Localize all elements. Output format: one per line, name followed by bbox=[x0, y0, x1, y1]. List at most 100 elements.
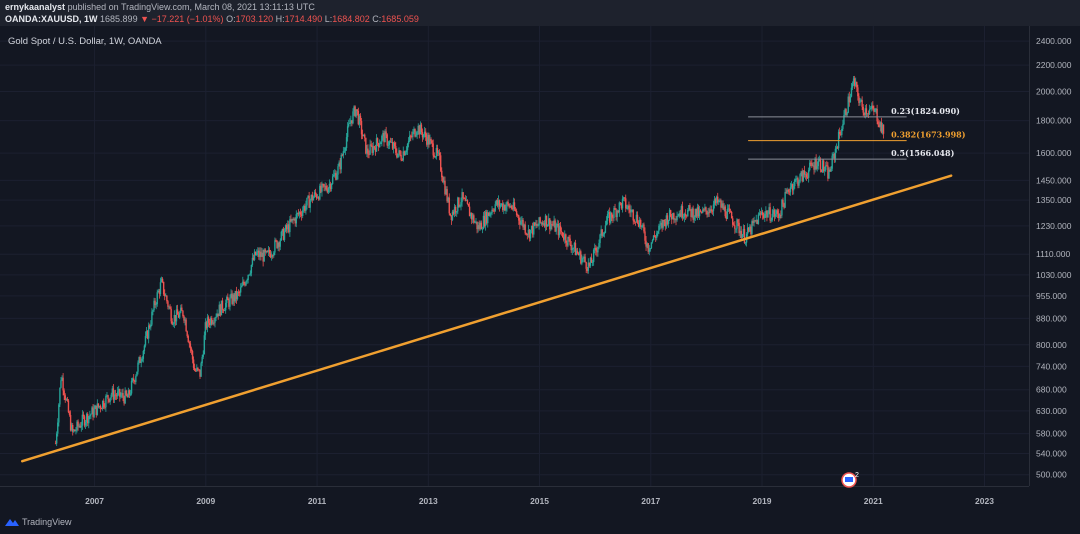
candle-body bbox=[139, 357, 141, 363]
candle-body bbox=[92, 407, 94, 417]
candle-body bbox=[231, 293, 233, 304]
candle-body bbox=[206, 317, 209, 328]
candle-body bbox=[437, 152, 440, 154]
candle-body bbox=[371, 145, 373, 153]
candle-body bbox=[882, 124, 885, 134]
candle-body bbox=[446, 189, 448, 202]
candle-body bbox=[172, 323, 174, 325]
candle-body bbox=[432, 143, 434, 156]
candle-body bbox=[743, 228, 746, 243]
candle-body bbox=[645, 240, 647, 247]
tradingview-logo-icon[interactable] bbox=[5, 517, 19, 527]
candle-body bbox=[335, 173, 337, 180]
event-badge[interactable]: 2 bbox=[841, 472, 859, 488]
candle-body bbox=[843, 114, 845, 125]
price-tick-label: 580.000 bbox=[1036, 429, 1067, 439]
candle-body bbox=[642, 224, 644, 226]
candle-body bbox=[636, 214, 639, 224]
candle-body bbox=[78, 425, 80, 427]
candle-body bbox=[788, 191, 791, 193]
candle-body bbox=[471, 213, 473, 220]
candle-body bbox=[58, 404, 60, 423]
candle-body bbox=[527, 229, 530, 235]
price-chart[interactable]: 0.23(1824.090) 0.382(1673.998) 0.5(1566.04… bbox=[0, 26, 1080, 512]
candle-body bbox=[265, 250, 268, 253]
price-tick-label: 2200.000 bbox=[1036, 60, 1072, 70]
candle-body bbox=[334, 173, 336, 175]
candle-body bbox=[875, 108, 877, 110]
candle-body bbox=[103, 400, 105, 407]
candle-body bbox=[505, 206, 507, 211]
candle-body bbox=[626, 208, 628, 210]
candle-body bbox=[763, 215, 765, 218]
candle-body bbox=[529, 229, 532, 239]
candle-body bbox=[739, 230, 741, 234]
time-axis[interactable]: 2007 2009 2011 2013 2015 2017 2019 2021 2023 bbox=[85, 496, 994, 506]
candle-body bbox=[521, 219, 523, 222]
candle-body bbox=[273, 252, 275, 256]
tradingview-brand[interactable]: TradingView bbox=[22, 517, 72, 527]
last-price: 1685.899 bbox=[100, 14, 138, 24]
candle-body bbox=[344, 148, 347, 151]
candle-body bbox=[767, 213, 769, 218]
candle-body bbox=[450, 215, 453, 221]
candle-body bbox=[823, 169, 826, 171]
candle-body bbox=[90, 414, 92, 416]
candle-body bbox=[156, 292, 158, 305]
candle-body bbox=[504, 205, 506, 211]
candle-body bbox=[842, 124, 844, 129]
candle-body bbox=[829, 169, 831, 172]
candle-body bbox=[741, 234, 744, 238]
candle-body bbox=[267, 249, 270, 253]
candle-body bbox=[860, 100, 862, 102]
candle-body bbox=[648, 249, 650, 252]
candle-body bbox=[506, 201, 508, 207]
time-tick-label: 2013 bbox=[419, 496, 438, 506]
candle-body bbox=[397, 153, 399, 158]
symbol-name[interactable]: OANDA:XAUUSD, 1W bbox=[5, 14, 98, 24]
candle-body bbox=[595, 247, 597, 251]
candle-body bbox=[98, 405, 101, 407]
price-axis[interactable]: 2400.000 2200.000 2000.000 1800.000 1600.000… bbox=[1036, 36, 1072, 480]
candle-body bbox=[134, 380, 136, 382]
candle-body bbox=[94, 405, 96, 409]
candle-body bbox=[657, 231, 659, 234]
candle-body bbox=[91, 407, 93, 415]
candle-body bbox=[226, 296, 228, 304]
candle-body bbox=[538, 217, 540, 226]
candle-body bbox=[312, 196, 315, 201]
candle-body bbox=[150, 324, 152, 328]
candle-body bbox=[83, 416, 86, 426]
candle-body bbox=[233, 294, 235, 302]
candle-body bbox=[796, 178, 798, 180]
candle-body bbox=[61, 377, 63, 381]
candle-body bbox=[269, 253, 272, 258]
candle-body bbox=[703, 209, 705, 211]
candle-body bbox=[580, 251, 582, 264]
candle-body bbox=[248, 274, 250, 276]
candle-body bbox=[403, 151, 406, 156]
candle-body bbox=[612, 217, 614, 219]
candle-body bbox=[189, 343, 192, 349]
candle-body bbox=[124, 390, 126, 404]
candle-body bbox=[323, 184, 325, 187]
candle-body bbox=[348, 123, 350, 127]
candle-body bbox=[207, 317, 210, 323]
candle-body bbox=[727, 208, 730, 210]
candle-body bbox=[65, 399, 68, 401]
candle-body bbox=[718, 201, 720, 203]
candle-body bbox=[366, 148, 368, 154]
candle-body bbox=[853, 78, 856, 86]
price-tick-label: 1110.000 bbox=[1036, 249, 1070, 259]
candle-body bbox=[277, 242, 279, 249]
candle-body bbox=[452, 211, 455, 214]
candle-body bbox=[388, 141, 391, 146]
candle-body bbox=[151, 311, 153, 325]
candle-body bbox=[295, 214, 297, 224]
candle-body bbox=[709, 209, 711, 213]
candle-body bbox=[856, 81, 858, 88]
candle-body bbox=[746, 227, 749, 234]
author-name[interactable]: ernykaanalyst bbox=[5, 2, 66, 12]
candle-body bbox=[417, 125, 419, 133]
candle-body bbox=[848, 96, 850, 103]
